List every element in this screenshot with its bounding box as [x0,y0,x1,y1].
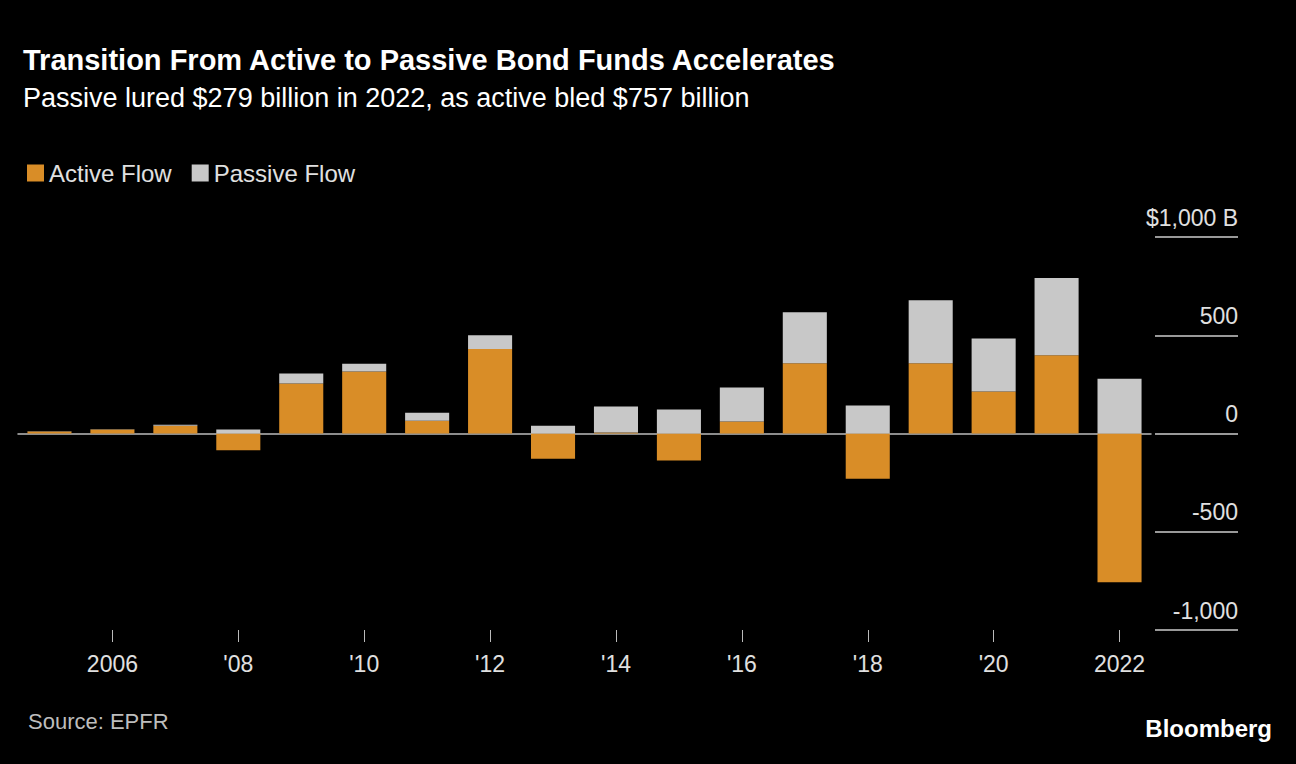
svg-text:Bloomberg: Bloomberg [1145,715,1272,742]
svg-text:-1,000: -1,000 [1173,598,1238,624]
svg-text:'14: '14 [601,651,631,677]
svg-text:2006: 2006 [87,651,138,677]
svg-text:Source: EPFR: Source: EPFR [28,709,169,734]
svg-text:Transition From Active to Pass: Transition From Active to Passive Bond F… [23,44,835,76]
svg-text:'10: '10 [349,651,379,677]
svg-text:$1,000 B: $1,000 B [1146,205,1238,231]
svg-text:-500: -500 [1192,499,1238,525]
svg-text:'16: '16 [727,651,757,677]
svg-text:Passive lured $279 billion in: Passive lured $279 billion in 2022, as a… [23,83,749,113]
svg-text:'18: '18 [853,651,883,677]
svg-text:'08: '08 [223,651,253,677]
svg-text:'12: '12 [475,651,505,677]
svg-text:Active Flow: Active Flow [49,160,172,187]
svg-text:2022: 2022 [1094,651,1145,677]
svg-text:Passive Flow: Passive Flow [214,160,356,187]
svg-text:500: 500 [1200,303,1238,329]
svg-text:'20: '20 [979,651,1009,677]
svg-text:0: 0 [1225,401,1238,427]
